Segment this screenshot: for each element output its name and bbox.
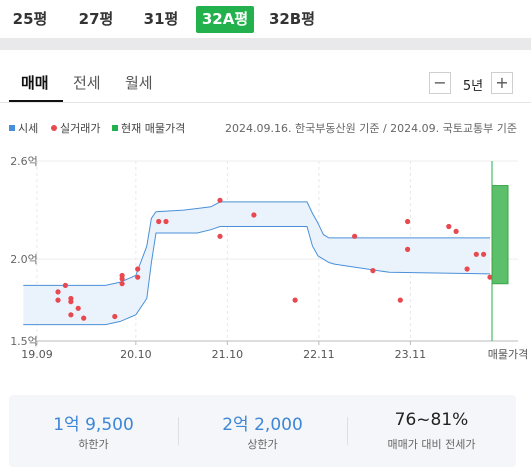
legend-label: 현재 매물가격 (121, 122, 186, 135)
deal-point (352, 233, 358, 239)
deal-point (62, 282, 68, 288)
minus-icon: − (433, 73, 447, 92)
lower-price: 1억 9,500 하한가 (9, 395, 178, 467)
deal-point (68, 299, 74, 305)
deal-point (163, 218, 169, 225)
deal-point (446, 223, 452, 230)
deal-point (473, 251, 479, 257)
deal-point (119, 281, 125, 287)
lower-price-label: 하한가 (78, 438, 109, 451)
deal-point (75, 305, 81, 311)
period-increase-button[interactable]: + (491, 72, 513, 94)
jeonse-ratio-value: 76~81% (394, 410, 469, 430)
period-decrease-button[interactable]: − (429, 72, 451, 94)
x-tick-label: 19.09 (21, 348, 53, 361)
period-value: 5년 (462, 79, 484, 94)
tab-divider (0, 102, 531, 103)
deal-point (397, 297, 403, 303)
deal-point (156, 218, 162, 225)
deal-point (68, 312, 74, 318)
summary-divider (347, 417, 348, 445)
y-tick-label: 2.0억 (10, 253, 38, 266)
plus-icon: + (495, 73, 509, 92)
deal-point (81, 315, 87, 321)
data-source: 2024.09.16. 한국부동산원 기준 / 2024.09. 국토교통부 기… (225, 122, 517, 135)
deal-point (135, 274, 141, 280)
legend-market-price: 시세 (9, 120, 38, 136)
tab-sale[interactable]: 매매 (21, 74, 49, 92)
size-tab-31[interactable]: 31평 (143, 10, 179, 28)
deal-point (55, 297, 61, 303)
section-divider (0, 38, 531, 50)
listing-price-bar (491, 185, 509, 285)
deal-point (217, 233, 223, 239)
legend-actual-deal: 실거래가 (51, 120, 100, 136)
listing-price-axis-label: 매물가격 (488, 348, 528, 361)
x-tick-label: 20.10 (120, 348, 152, 361)
deal-point (135, 266, 141, 272)
deal-point (405, 218, 411, 225)
legend-label: 실거래가 (60, 122, 101, 135)
tab-monthly-rent[interactable]: 월세 (125, 74, 153, 92)
jeonse-ratio-label: 매매가 대비 전세가 (387, 438, 476, 451)
x-tick-label: 23.11 (395, 348, 427, 361)
y-tick-label: 2.6억 (10, 155, 38, 168)
jeonse-ratio: 76~81% 매매가 대비 전세가 (347, 395, 516, 467)
deal-point (55, 289, 61, 295)
lower-price-value: 1억 9,500 (53, 415, 134, 435)
size-tabs: 25평 27평 31평 32A평 32B평 (0, 0, 531, 38)
legend-listing-price: 현재 매물가격 (112, 120, 185, 136)
deal-point (112, 313, 118, 320)
upper-price-value: 2억 2,000 (222, 415, 303, 435)
deal-point (217, 197, 223, 203)
size-tab-32a[interactable]: 32A평 (196, 6, 254, 33)
deal-point (453, 228, 459, 234)
deal-point (370, 268, 376, 274)
size-tab-32b[interactable]: 32B평 (268, 10, 316, 28)
square-icon (112, 125, 118, 131)
price-band-lower-line (23, 226, 491, 326)
summary-divider (178, 417, 179, 445)
x-tick-label: 22.11 (303, 348, 335, 361)
size-tab-25[interactable]: 25평 (12, 10, 48, 28)
deal-point (119, 276, 125, 282)
dot-icon (51, 125, 57, 131)
deal-point (464, 266, 470, 272)
x-tick-label: 21.10 (212, 348, 244, 361)
deal-point (481, 251, 487, 257)
deal-point (405, 246, 411, 252)
legend-label: 시세 (18, 122, 39, 135)
deal-point (251, 212, 257, 218)
upper-price-label: 상한가 (247, 438, 278, 451)
upper-price: 2억 2,000 상한가 (178, 395, 347, 467)
price-summary: 1억 9,500 하한가 2억 2,000 상한가 76~81% 매매가 대비 … (9, 395, 516, 467)
size-tab-27[interactable]: 27평 (78, 10, 114, 28)
price-band-fill (23, 201, 491, 325)
y-tick-label: 1.5억 (10, 335, 38, 348)
square-icon (9, 125, 15, 131)
deal-point (292, 297, 298, 303)
deal-point (487, 274, 493, 280)
active-tab-underline (9, 100, 63, 102)
deal-type-tabs: 매매 전세 월세 (0, 50, 531, 102)
tab-jeonse[interactable]: 전세 (73, 74, 101, 92)
